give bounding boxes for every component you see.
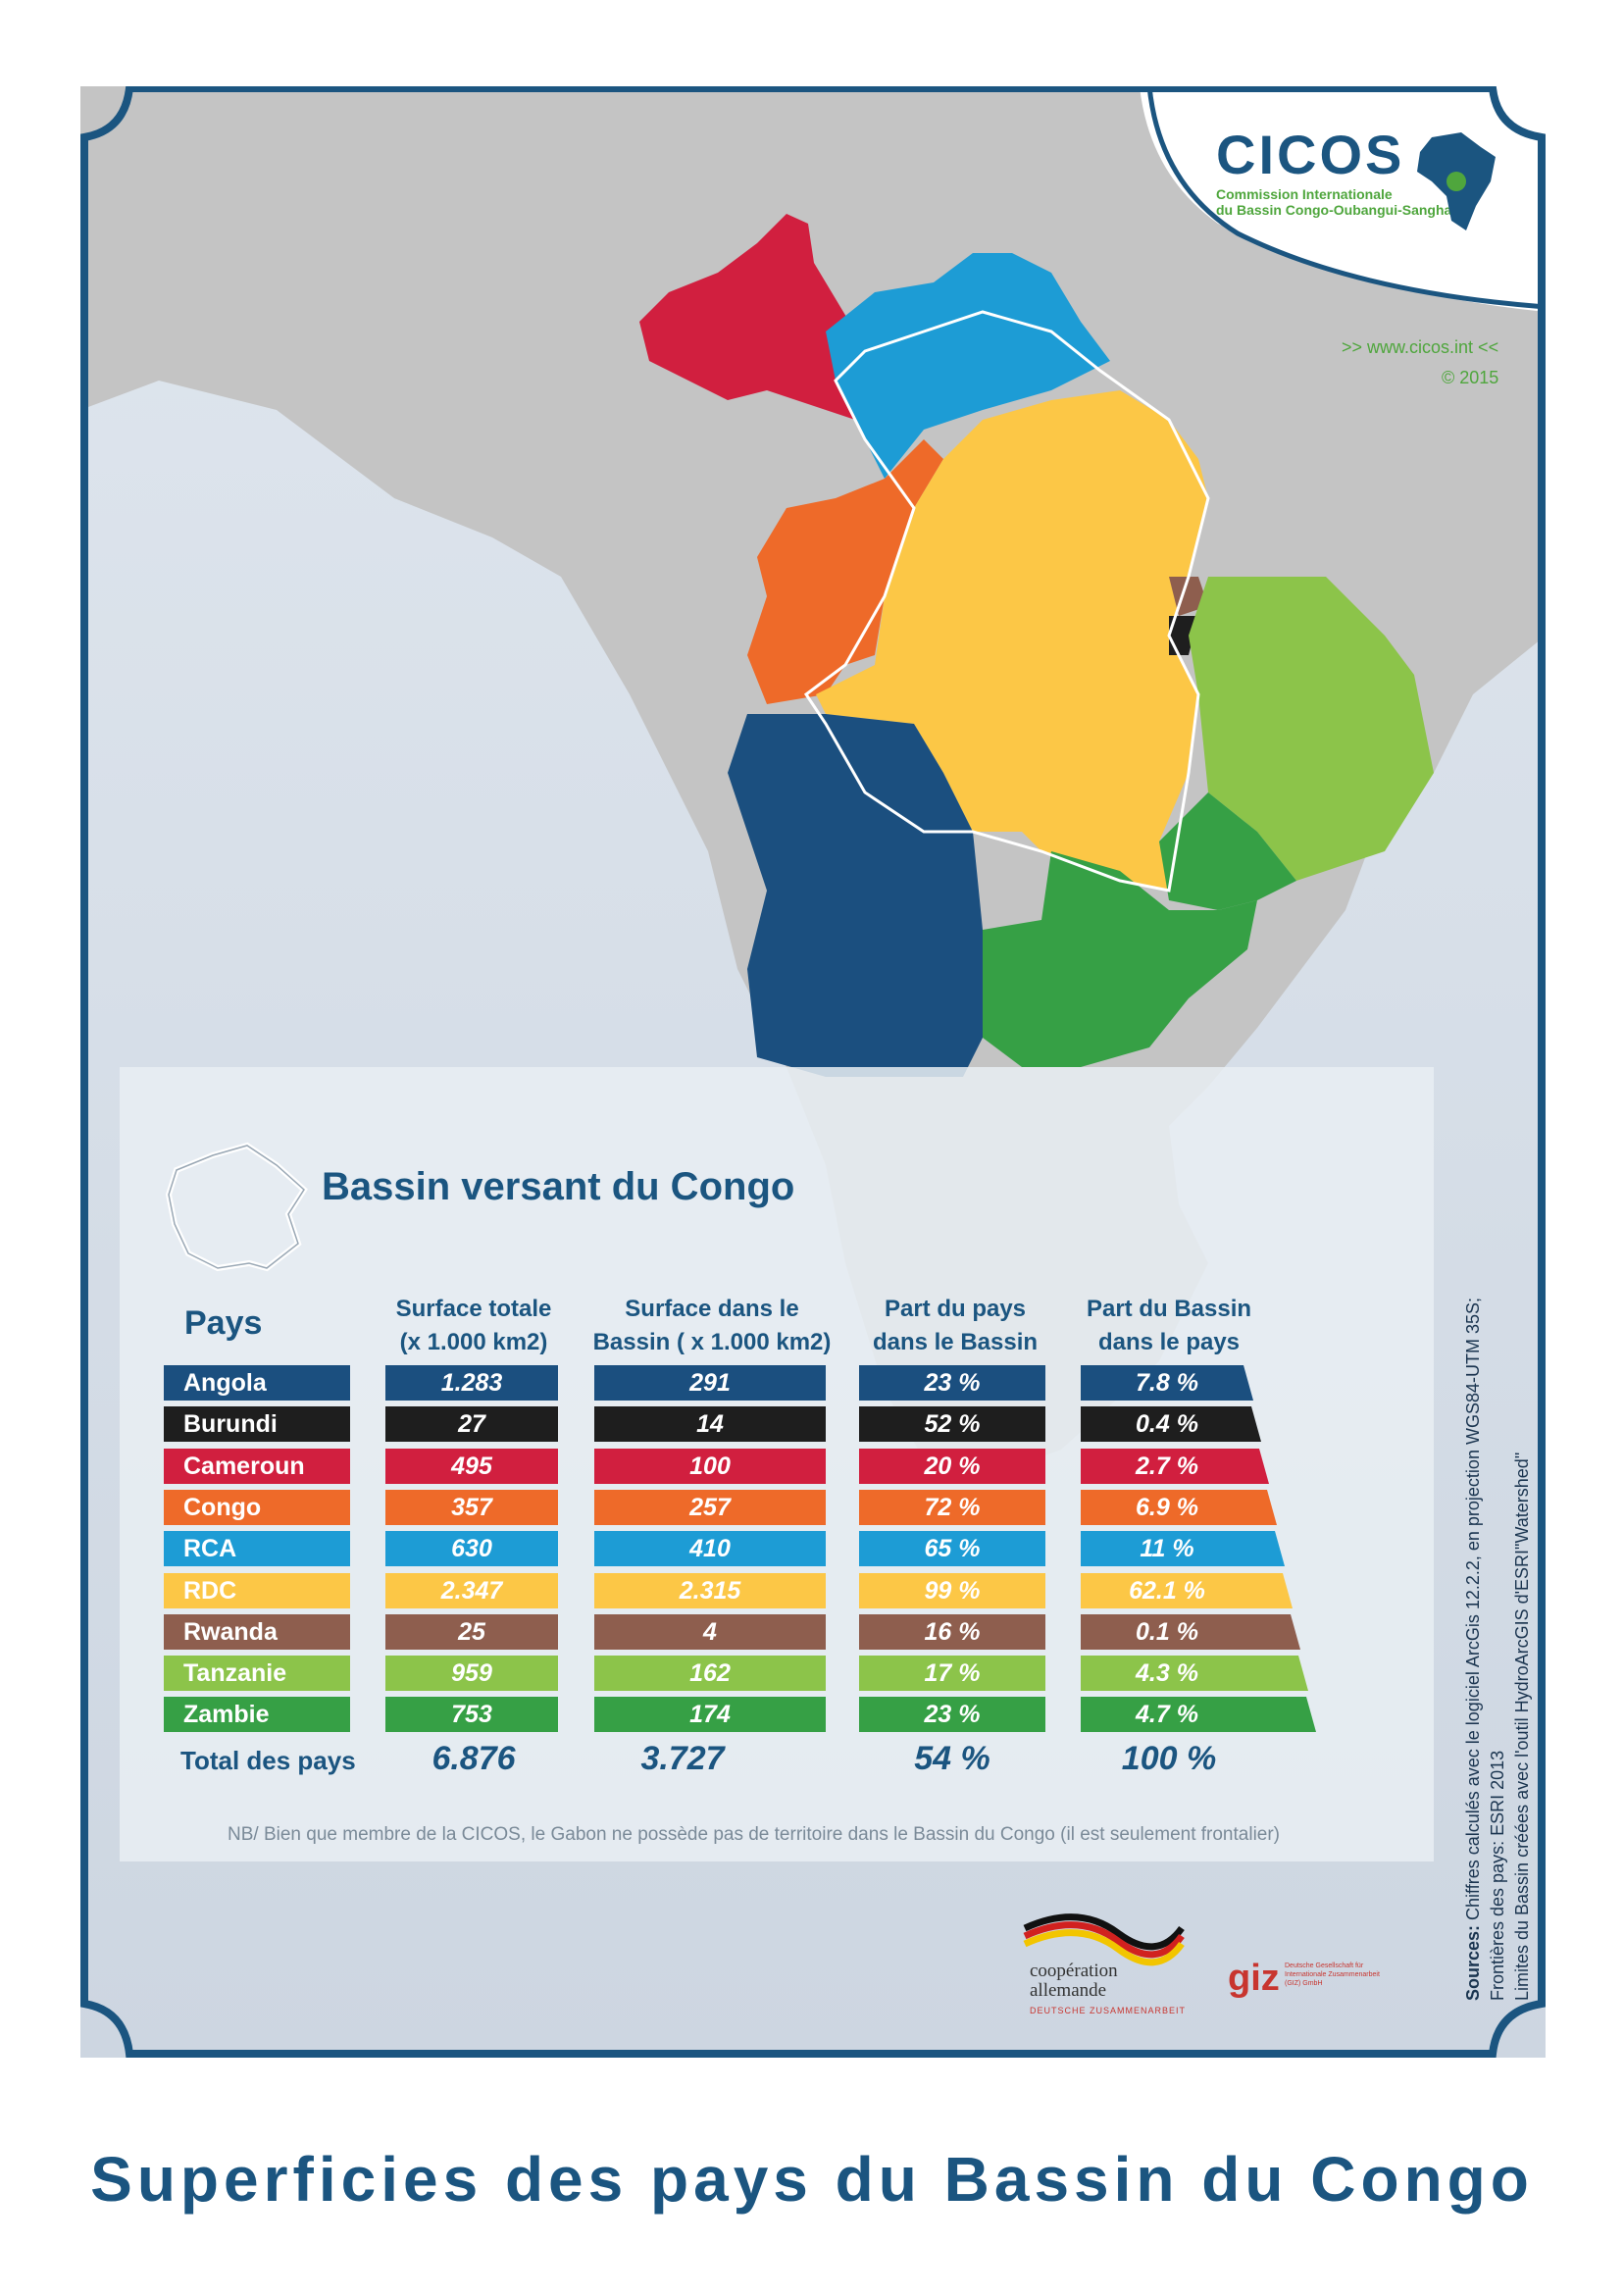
cell-part-pays: 23 % xyxy=(859,1365,1045,1401)
cell-surface-totale: 495 xyxy=(385,1449,558,1484)
cell-surface-totale: 357 xyxy=(385,1490,558,1525)
header-country: Pays xyxy=(184,1304,263,1342)
cell-country: Zambie xyxy=(164,1697,350,1732)
page-title: Superficies des pays du Bassin du Congo xyxy=(90,2144,1534,2215)
cell-part-pays: 17 % xyxy=(859,1656,1045,1691)
header-part-pays-line2: dans le Bassin xyxy=(872,1329,1039,1355)
cicos-line-1: Commission Internationale xyxy=(1216,186,1393,202)
total-part-pays: 54 % xyxy=(914,1740,990,1777)
cell-country: RDC xyxy=(164,1573,350,1608)
cell-part-pays: 99 % xyxy=(859,1573,1045,1608)
map-rdc xyxy=(816,390,1208,891)
cell-country: Tanzanie xyxy=(164,1656,350,1691)
cell-part-pays: 16 % xyxy=(859,1614,1045,1650)
cell-surface-bassin: 257 xyxy=(594,1490,826,1525)
cell-part-bassin: 4.3 % xyxy=(1081,1656,1308,1691)
header-surface-totale-line2: (x 1.000 km2) xyxy=(399,1329,548,1355)
giz-logo: giz xyxy=(1228,1958,1280,1999)
cell-surface-bassin: 174 xyxy=(594,1697,826,1732)
cell-part-pays: 72 % xyxy=(859,1490,1045,1525)
cell-surface-bassin: 14 xyxy=(594,1406,826,1442)
cell-surface-totale: 959 xyxy=(385,1656,558,1691)
map-angola xyxy=(728,714,983,1077)
header-part-bassin-line1: Part du Bassin xyxy=(1086,1296,1252,1322)
header-surface-bassin-line2: Bassin ( x 1.000 km2) xyxy=(592,1329,832,1355)
cell-surface-bassin: 4 xyxy=(594,1614,826,1650)
cicos-line-2: du Bassin Congo-Oubangui-Sangha xyxy=(1216,202,1452,218)
giz-tagline: Deutsche Gesellschaft für Internationale… xyxy=(1285,1963,1380,1987)
cicos-wordmark: CICOS xyxy=(1216,124,1405,185)
map-tanzanie xyxy=(1189,577,1434,881)
cell-part-bassin: 0.1 % xyxy=(1081,1614,1300,1650)
total-surface-bassin: 3.727 xyxy=(640,1740,725,1777)
cell-part-pays: 52 % xyxy=(859,1406,1045,1442)
cell-part-bassin: 0.4 % xyxy=(1081,1406,1261,1442)
german-flag-wave-icon xyxy=(1023,1913,1185,1966)
cell-surface-bassin: 291 xyxy=(594,1365,826,1401)
sources-line-3: Limites du Bassin créées avec l'outil Hy… xyxy=(1512,1452,1532,2001)
website-link[interactable]: >> www.cicos.int << xyxy=(1342,337,1499,357)
map-cameroun xyxy=(639,214,855,420)
map-rca xyxy=(826,253,1110,479)
cell-surface-bassin: 410 xyxy=(594,1531,826,1566)
sources-line-1: Chiffres calculés avec le logiciel ArcGi… xyxy=(1463,1298,1483,1920)
cell-country: Congo xyxy=(164,1490,350,1525)
cell-part-bassin: 7.8 % xyxy=(1081,1365,1253,1401)
footnote: NB/ Bien que membre de la CICOS, le Gabo… xyxy=(228,1824,1281,1845)
coop-line-1: coopération xyxy=(1030,1961,1118,1981)
cicos-logo: CICOS Commission Internationale du Bassi… xyxy=(1216,123,1510,218)
sources-label: Sources: xyxy=(1463,1924,1483,2001)
cell-country: Burundi xyxy=(164,1406,350,1442)
cell-country: Angola xyxy=(164,1365,350,1401)
cell-surface-totale: 2.347 xyxy=(385,1573,558,1608)
header-surface-bassin: Surface dans le Bassin ( x 1.000 km2) xyxy=(584,1293,839,1359)
cell-part-pays: 23 % xyxy=(859,1697,1045,1732)
total-label: Total des pays xyxy=(180,1746,356,1775)
coop-line-3: DEUTSCHE ZUSAMMENARBEIT xyxy=(1030,2006,1187,2015)
cell-surface-totale: 753 xyxy=(385,1697,558,1732)
cooperation-allemande-logo: coopération allemande DEUTSCHE ZUSAMMENA… xyxy=(1030,1962,1186,2020)
header-part-pays-line1: Part du pays xyxy=(884,1296,1027,1322)
legend-title: Bassin versant du Congo xyxy=(322,1165,795,1208)
cell-surface-totale: 1.283 xyxy=(385,1365,558,1401)
sources: Sources: Chiffres calculés avec le logic… xyxy=(1461,1298,1535,2001)
cell-part-pays: 65 % xyxy=(859,1531,1045,1566)
map-zambie xyxy=(983,851,1257,1067)
header-part-pays: Part du pays dans le Bassin xyxy=(859,1293,1051,1359)
total-part-bassin: 100 % xyxy=(1121,1740,1217,1777)
cell-part-bassin: 4.7 % xyxy=(1081,1697,1316,1732)
map-congo xyxy=(747,439,943,704)
cell-part-bassin: 6.9 % xyxy=(1081,1490,1277,1525)
cell-surface-totale: 630 xyxy=(385,1531,558,1566)
total-surface-totale: 6.876 xyxy=(431,1740,516,1777)
cell-country: Rwanda xyxy=(164,1614,350,1650)
cell-country: RCA xyxy=(164,1531,350,1566)
cell-surface-totale: 25 xyxy=(385,1614,558,1650)
cell-surface-bassin: 100 xyxy=(594,1449,826,1484)
cell-part-pays: 20 % xyxy=(859,1449,1045,1484)
coop-line-2: allemande xyxy=(1030,1980,1107,2001)
cell-surface-totale: 27 xyxy=(385,1406,558,1442)
africa-icon xyxy=(1417,132,1496,230)
cell-part-bassin: 11 % xyxy=(1081,1531,1285,1566)
copyright: © 2015 xyxy=(1442,368,1499,387)
header-surface-bassin-line1: Surface dans le xyxy=(625,1296,799,1322)
cell-country: Cameroun xyxy=(164,1449,350,1484)
cell-part-bassin: 62.1 % xyxy=(1081,1573,1293,1608)
header-surface-totale-line1: Surface totale xyxy=(395,1296,552,1322)
header-part-bassin-line2: dans le pays xyxy=(1097,1329,1241,1355)
cell-part-bassin: 2.7 % xyxy=(1081,1449,1269,1484)
sources-line-2: Frontières des pays: ESRI 2013 xyxy=(1488,1750,1507,2001)
cell-surface-bassin: 2.315 xyxy=(594,1573,826,1608)
header-surface-totale: Surface totale (x 1.000 km2) xyxy=(381,1293,567,1359)
cell-surface-bassin: 162 xyxy=(594,1656,826,1691)
header-part-bassin: Part du Bassin dans le pays xyxy=(1073,1293,1265,1359)
